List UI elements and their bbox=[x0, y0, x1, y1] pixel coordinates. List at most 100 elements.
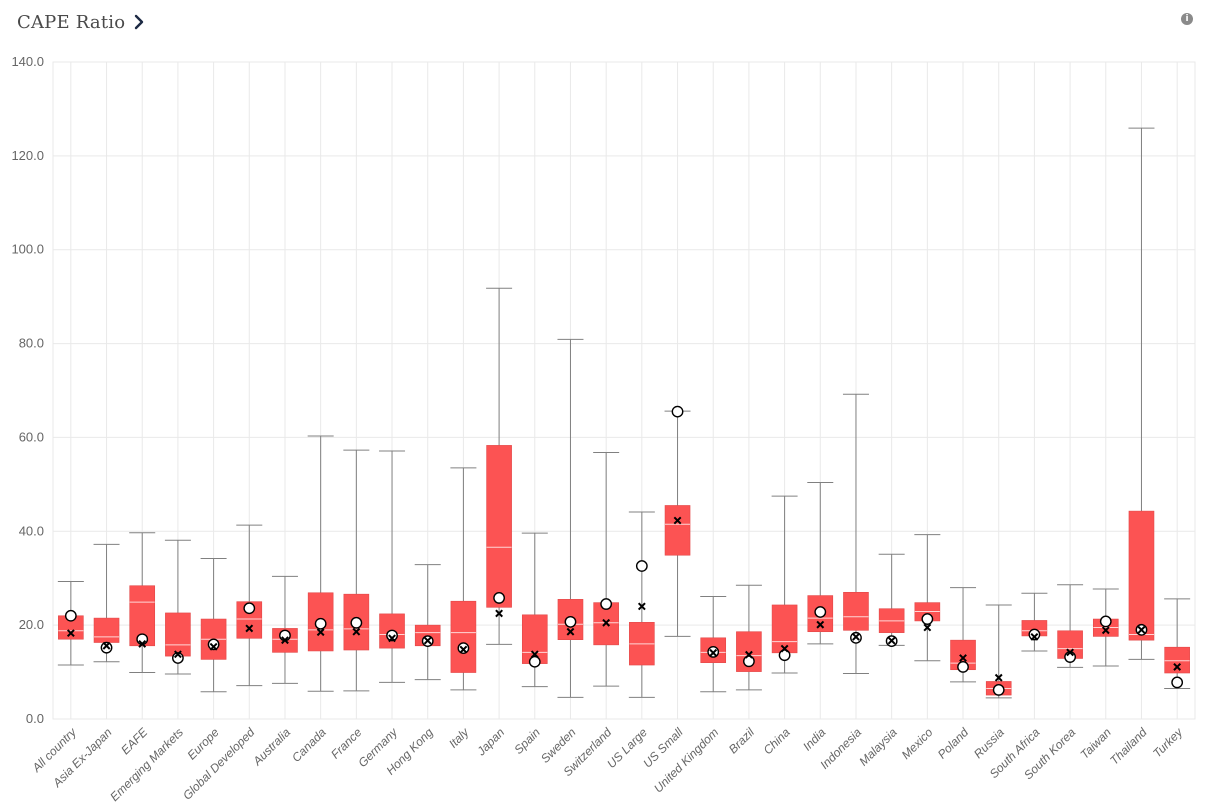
x-tick-label: Malaysia bbox=[856, 725, 900, 769]
info-icon[interactable]: i bbox=[1181, 13, 1193, 25]
box-indonesia bbox=[842, 393, 869, 674]
current-value-marker bbox=[243, 602, 256, 615]
mean-marker bbox=[1101, 626, 1110, 635]
current-value-marker bbox=[814, 606, 827, 618]
box-germany bbox=[379, 450, 406, 683]
current-value-marker bbox=[1171, 676, 1184, 689]
current-value-marker bbox=[528, 655, 541, 668]
y-tick-label: 140.0 bbox=[11, 54, 44, 69]
x-tick-label: India bbox=[800, 725, 829, 754]
box-emerging-markets bbox=[164, 539, 191, 675]
box-asia-ex-japan bbox=[93, 543, 120, 663]
x-tick-label: Mexico bbox=[899, 725, 936, 762]
iqr-box bbox=[771, 604, 798, 654]
current-value-marker bbox=[64, 609, 77, 622]
mean-marker bbox=[316, 628, 325, 637]
y-tick-label: 60.0 bbox=[19, 429, 44, 444]
y-tick-label: 20.0 bbox=[19, 617, 44, 632]
box-all-country bbox=[57, 580, 84, 666]
box-china bbox=[771, 495, 798, 674]
iqr-box bbox=[1128, 510, 1155, 641]
current-value-marker bbox=[671, 405, 684, 418]
iqr-box bbox=[1164, 646, 1190, 674]
iqr-box bbox=[664, 505, 691, 556]
mean-marker bbox=[209, 642, 218, 651]
current-value-marker bbox=[635, 560, 648, 572]
box-malaysia bbox=[878, 553, 905, 647]
x-tick-label: Brazil bbox=[726, 725, 757, 756]
current-value-marker bbox=[493, 592, 505, 604]
current-value-marker bbox=[100, 641, 113, 654]
mean-marker bbox=[566, 627, 575, 636]
current-value-marker bbox=[350, 616, 363, 629]
y-tick-label: 0.0 bbox=[26, 711, 44, 726]
box-south-korea bbox=[1057, 584, 1084, 668]
y-tick-label: 120.0 bbox=[11, 148, 44, 163]
x-tick-label: Italy bbox=[446, 725, 472, 751]
current-value-marker bbox=[921, 613, 934, 625]
mean-marker bbox=[495, 609, 504, 618]
box-switzerland bbox=[593, 451, 620, 687]
mean-marker bbox=[602, 618, 611, 627]
y-tick-label: 40.0 bbox=[19, 523, 44, 538]
mean-marker bbox=[852, 632, 860, 641]
x-tick-label: Poland bbox=[935, 725, 972, 762]
mean-marker bbox=[102, 641, 111, 650]
box-france bbox=[343, 449, 370, 692]
box-south-africa bbox=[1021, 592, 1048, 652]
x-tick-label: United Kingdom bbox=[651, 725, 721, 795]
mean-marker bbox=[923, 623, 932, 632]
box-global-developed bbox=[236, 524, 263, 687]
x-tick-label: Turkey bbox=[1150, 725, 1186, 761]
current-value-marker bbox=[314, 617, 327, 630]
box-europe bbox=[200, 558, 227, 693]
box-united-kingdom bbox=[700, 596, 727, 693]
chevron-right-icon[interactable] bbox=[133, 14, 145, 30]
mean-marker bbox=[352, 627, 361, 636]
mean-marker bbox=[1030, 632, 1039, 641]
box-australia bbox=[271, 575, 298, 684]
mean-marker bbox=[388, 634, 396, 643]
mean-marker bbox=[887, 636, 896, 645]
box-russia bbox=[985, 604, 1012, 699]
box-brazil bbox=[735, 584, 762, 691]
mean-marker bbox=[530, 650, 539, 659]
x-tick-label: Spain bbox=[511, 725, 543, 757]
mean-marker bbox=[459, 645, 468, 654]
mean-marker bbox=[245, 624, 254, 633]
box-japan bbox=[486, 287, 513, 645]
mean-marker bbox=[994, 673, 1003, 682]
x-tick-label: Australia bbox=[249, 725, 293, 769]
current-value-marker bbox=[778, 649, 791, 662]
iqr-box bbox=[486, 445, 512, 608]
mean-marker bbox=[138, 640, 147, 648]
current-value-marker bbox=[1099, 615, 1112, 628]
current-value-marker bbox=[957, 661, 969, 673]
current-value-marker bbox=[992, 684, 1005, 696]
box-us-large bbox=[628, 511, 655, 698]
iqr-box bbox=[450, 600, 477, 673]
chart-title: CAPE Ratio bbox=[17, 11, 126, 33]
mean-marker bbox=[66, 629, 75, 638]
y-tick-label: 80.0 bbox=[19, 336, 44, 351]
mean-marker bbox=[637, 602, 646, 611]
iqr-box bbox=[165, 612, 191, 657]
box-thailand bbox=[1128, 127, 1155, 660]
current-value-marker bbox=[207, 638, 220, 651]
box-canada bbox=[307, 435, 334, 692]
current-value-marker bbox=[600, 598, 613, 610]
mean-marker bbox=[709, 648, 718, 657]
x-tick-label: Thailand bbox=[1107, 725, 1150, 768]
mean-marker bbox=[673, 516, 682, 525]
box-mexico bbox=[914, 534, 941, 662]
mean-marker bbox=[423, 636, 432, 645]
x-tick-label: EAFE bbox=[118, 725, 151, 758]
mean-marker bbox=[281, 636, 289, 645]
current-value-marker bbox=[172, 652, 184, 664]
y-tick-label: 100.0 bbox=[11, 242, 44, 257]
current-value-marker bbox=[1028, 628, 1041, 641]
mean-marker bbox=[173, 650, 182, 659]
current-value-marker bbox=[564, 615, 577, 628]
box-eafe bbox=[129, 532, 156, 674]
mean-marker bbox=[1173, 663, 1182, 671]
